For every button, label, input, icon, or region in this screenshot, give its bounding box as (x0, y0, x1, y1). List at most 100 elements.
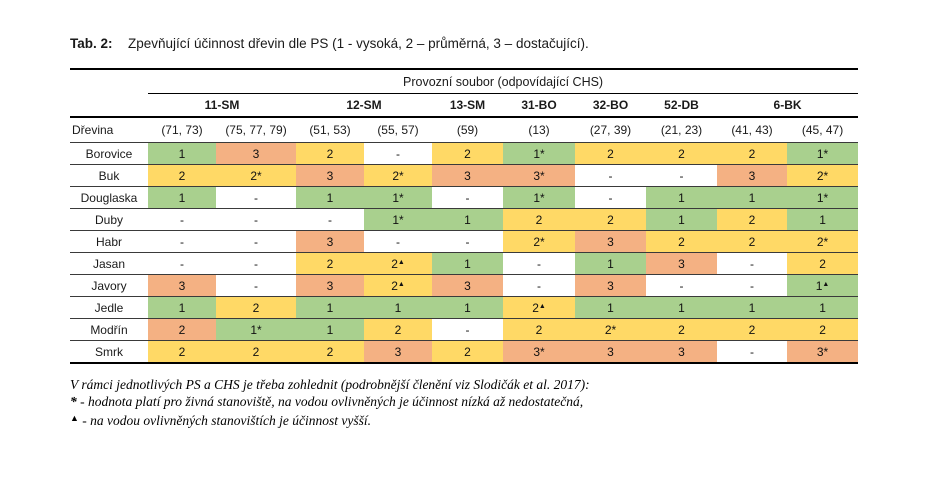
value-cell: - (364, 142, 432, 165)
caption-number: Tab. 2: (70, 36, 113, 51)
triangle-superscript: ▲ (397, 280, 405, 288)
value-cell: - (216, 186, 296, 209)
value-cell: 2 (432, 340, 503, 363)
value-cell: 2 (717, 230, 787, 253)
value-cell: 1 (296, 318, 364, 341)
footnote-line: * - hodnota platí pro živná stanoviště, … (70, 393, 590, 410)
value-cell: 1 (296, 186, 364, 209)
value-cell: 3 (432, 274, 503, 297)
value-cell: - (575, 164, 646, 187)
value-cell: 2 (646, 230, 717, 253)
value-cell: - (432, 230, 503, 253)
footnote-text: - hodnota platí pro živná stanoviště, na… (80, 394, 584, 409)
value-cell: - (364, 230, 432, 253)
value-cell: 2 (216, 340, 296, 363)
value-cell: 3 (432, 164, 503, 187)
asterisk-marker: * (70, 394, 77, 409)
value-cell: - (216, 208, 296, 231)
value-cell: 1 (787, 296, 859, 319)
value-cell: 2* (787, 230, 859, 253)
species-name: Buk (70, 164, 148, 187)
value-cell: 2 (575, 208, 646, 231)
value-cell: 2 (717, 318, 787, 341)
value-cell: 2 (503, 208, 575, 231)
value-cell: 2▲ (364, 274, 432, 297)
value-cell: 1 (646, 296, 717, 319)
strength-table: Provozní soubor (odpovídající CHS) 11-SM… (70, 68, 859, 364)
value-cell: 3 (646, 340, 717, 363)
table-row: Douglaska 1-1 1* -1* -1 1 1* (70, 186, 859, 209)
table-row: Jedle 1 2 1 1 1 2▲ 1 1 1 1 (70, 296, 859, 319)
table-row: Smrk 2 2 2 3 2 3* 3 3-3* (70, 340, 859, 363)
value-cell: 1* (503, 186, 575, 209)
value-cell: 3 (646, 252, 717, 275)
table-row: Duby - - -1* 1 2 2 1 2 1 (70, 208, 859, 231)
value-cell: - (503, 252, 575, 275)
value-cell: 1 (432, 296, 503, 319)
value-cell: 1 (646, 208, 717, 231)
value-cell: 3 (575, 274, 646, 297)
species-name: Jasan (70, 252, 148, 275)
value-cell: 2 (432, 142, 503, 165)
subheader-row: Dřevina (71, 73) (75, 77, 79) (51, 53) (… (70, 117, 859, 143)
value-cell: 2 (646, 318, 717, 341)
value-cell: 3* (503, 340, 575, 363)
value-cell: 1* (787, 186, 859, 209)
footnote-line: V rámci jednotlivých PS a CHS je třeba z… (70, 376, 590, 393)
blank-cell (70, 93, 148, 118)
subheader-cell: (45, 47) (787, 117, 859, 143)
value-cell: 1 (148, 142, 216, 165)
species-name: Jedle (70, 296, 148, 319)
footnote-line: ▲ - na vodou ovlivněných stanovištích je… (70, 410, 590, 429)
value-cell: 2 (148, 340, 216, 363)
table-row: Modřín 2 1* 1 2-2 2* 2 2 2 (70, 318, 859, 341)
group-header-32bo: 32-BO (575, 93, 646, 118)
value-cell: - (148, 252, 216, 275)
value-cell: 1 (575, 296, 646, 319)
value-cell: 1 (717, 296, 787, 319)
subheader-cell: (55, 57) (364, 117, 432, 143)
species-name: Habr (70, 230, 148, 253)
value-cell: 2 (503, 318, 575, 341)
group-header-31bo: 31-BO (503, 93, 575, 118)
group-header-13sm: 13-SM (432, 93, 503, 118)
value-cell: 3 (216, 142, 296, 165)
value-cell: 2 (575, 142, 646, 165)
value-cell: 3 (148, 274, 216, 297)
triangle-superscript: ▲ (822, 280, 830, 288)
value-cell: - (503, 274, 575, 297)
subheader-cell: (71, 73) (148, 117, 216, 143)
value-cell: 2* (216, 164, 296, 187)
blank-cell (70, 69, 148, 94)
value-cell: 1 (717, 186, 787, 209)
value-cell: 1 (432, 252, 503, 275)
value-cell: 2* (575, 318, 646, 341)
value-cell: 3 (717, 164, 787, 187)
triangle-superscript: ▲ (538, 302, 546, 310)
value-cell: 3* (787, 340, 859, 363)
value-cell: - (216, 230, 296, 253)
value-cell: - (575, 186, 646, 209)
value-cell: - (646, 274, 717, 297)
strength-table-container: Provozní soubor (odpovídající CHS) 11-SM… (70, 68, 859, 364)
value-cell: - (717, 274, 787, 297)
value-cell: 1 (646, 186, 717, 209)
value-cell: 2 (717, 208, 787, 231)
species-name: Modřín (70, 318, 148, 341)
value-cell: 2 (296, 340, 364, 363)
table-row: Javory 3-3 2▲ 3-3- -1▲ (70, 274, 859, 297)
value-cell: 2 (296, 142, 364, 165)
value-cell: 1* (503, 142, 575, 165)
table-body: Borovice 1 3 2-2 1* 2 2 2 1* Buk 2 2* 3 2* 3 3* - -3 2* Dou… (70, 142, 859, 363)
triangle-marker: ▲ (70, 413, 79, 423)
spanner-row: Provozní soubor (odpovídající CHS) (70, 69, 859, 94)
value-cell: 2 (364, 318, 432, 341)
subheader-cell: (13) (503, 117, 575, 143)
value-cell: 1 (432, 208, 503, 231)
species-name: Duby (70, 208, 148, 231)
table-caption: Tab. 2: Zpevňující účinnost dřevin dle PS… (70, 36, 589, 51)
value-cell: 2 (148, 164, 216, 187)
value-cell: - (216, 274, 296, 297)
table-row: Jasan - -2 2▲ 1-1 3-2 (70, 252, 859, 275)
value-cell: - (432, 318, 503, 341)
